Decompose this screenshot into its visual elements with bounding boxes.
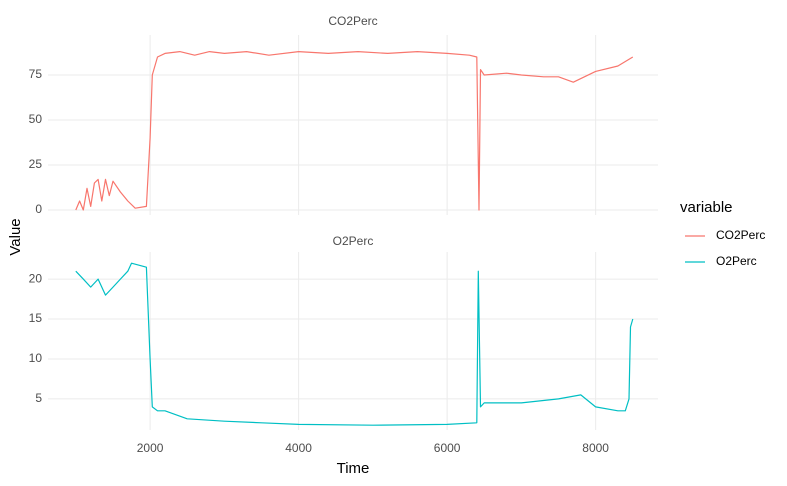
legend-title: variable bbox=[680, 199, 733, 216]
x-tick-label: 2000 bbox=[137, 441, 164, 455]
y-tick-label: 15 bbox=[29, 311, 43, 325]
x-tick-label: 6000 bbox=[434, 441, 461, 455]
series-line bbox=[75, 51, 634, 211]
y-axis-label: Value bbox=[7, 218, 24, 255]
legend-label: O2Perc bbox=[716, 254, 757, 268]
y-tick-label: 25 bbox=[29, 157, 43, 171]
y-tick-label: 0 bbox=[35, 202, 42, 216]
y-tick-label: 75 bbox=[29, 67, 43, 81]
series-line bbox=[75, 262, 634, 426]
x-tick-label: 4000 bbox=[285, 441, 312, 455]
facet-title: O2Perc bbox=[333, 234, 374, 248]
legend-label: CO2Perc bbox=[716, 228, 765, 242]
y-tick-label: 50 bbox=[29, 112, 43, 126]
x-axis-label: Time bbox=[337, 460, 370, 477]
y-tick-label: 10 bbox=[29, 351, 43, 365]
x-tick-label: 8000 bbox=[582, 441, 609, 455]
y-tick-label: 20 bbox=[29, 271, 43, 285]
facet-title: CO2Perc bbox=[328, 14, 377, 28]
y-tick-label: 5 bbox=[35, 391, 42, 405]
